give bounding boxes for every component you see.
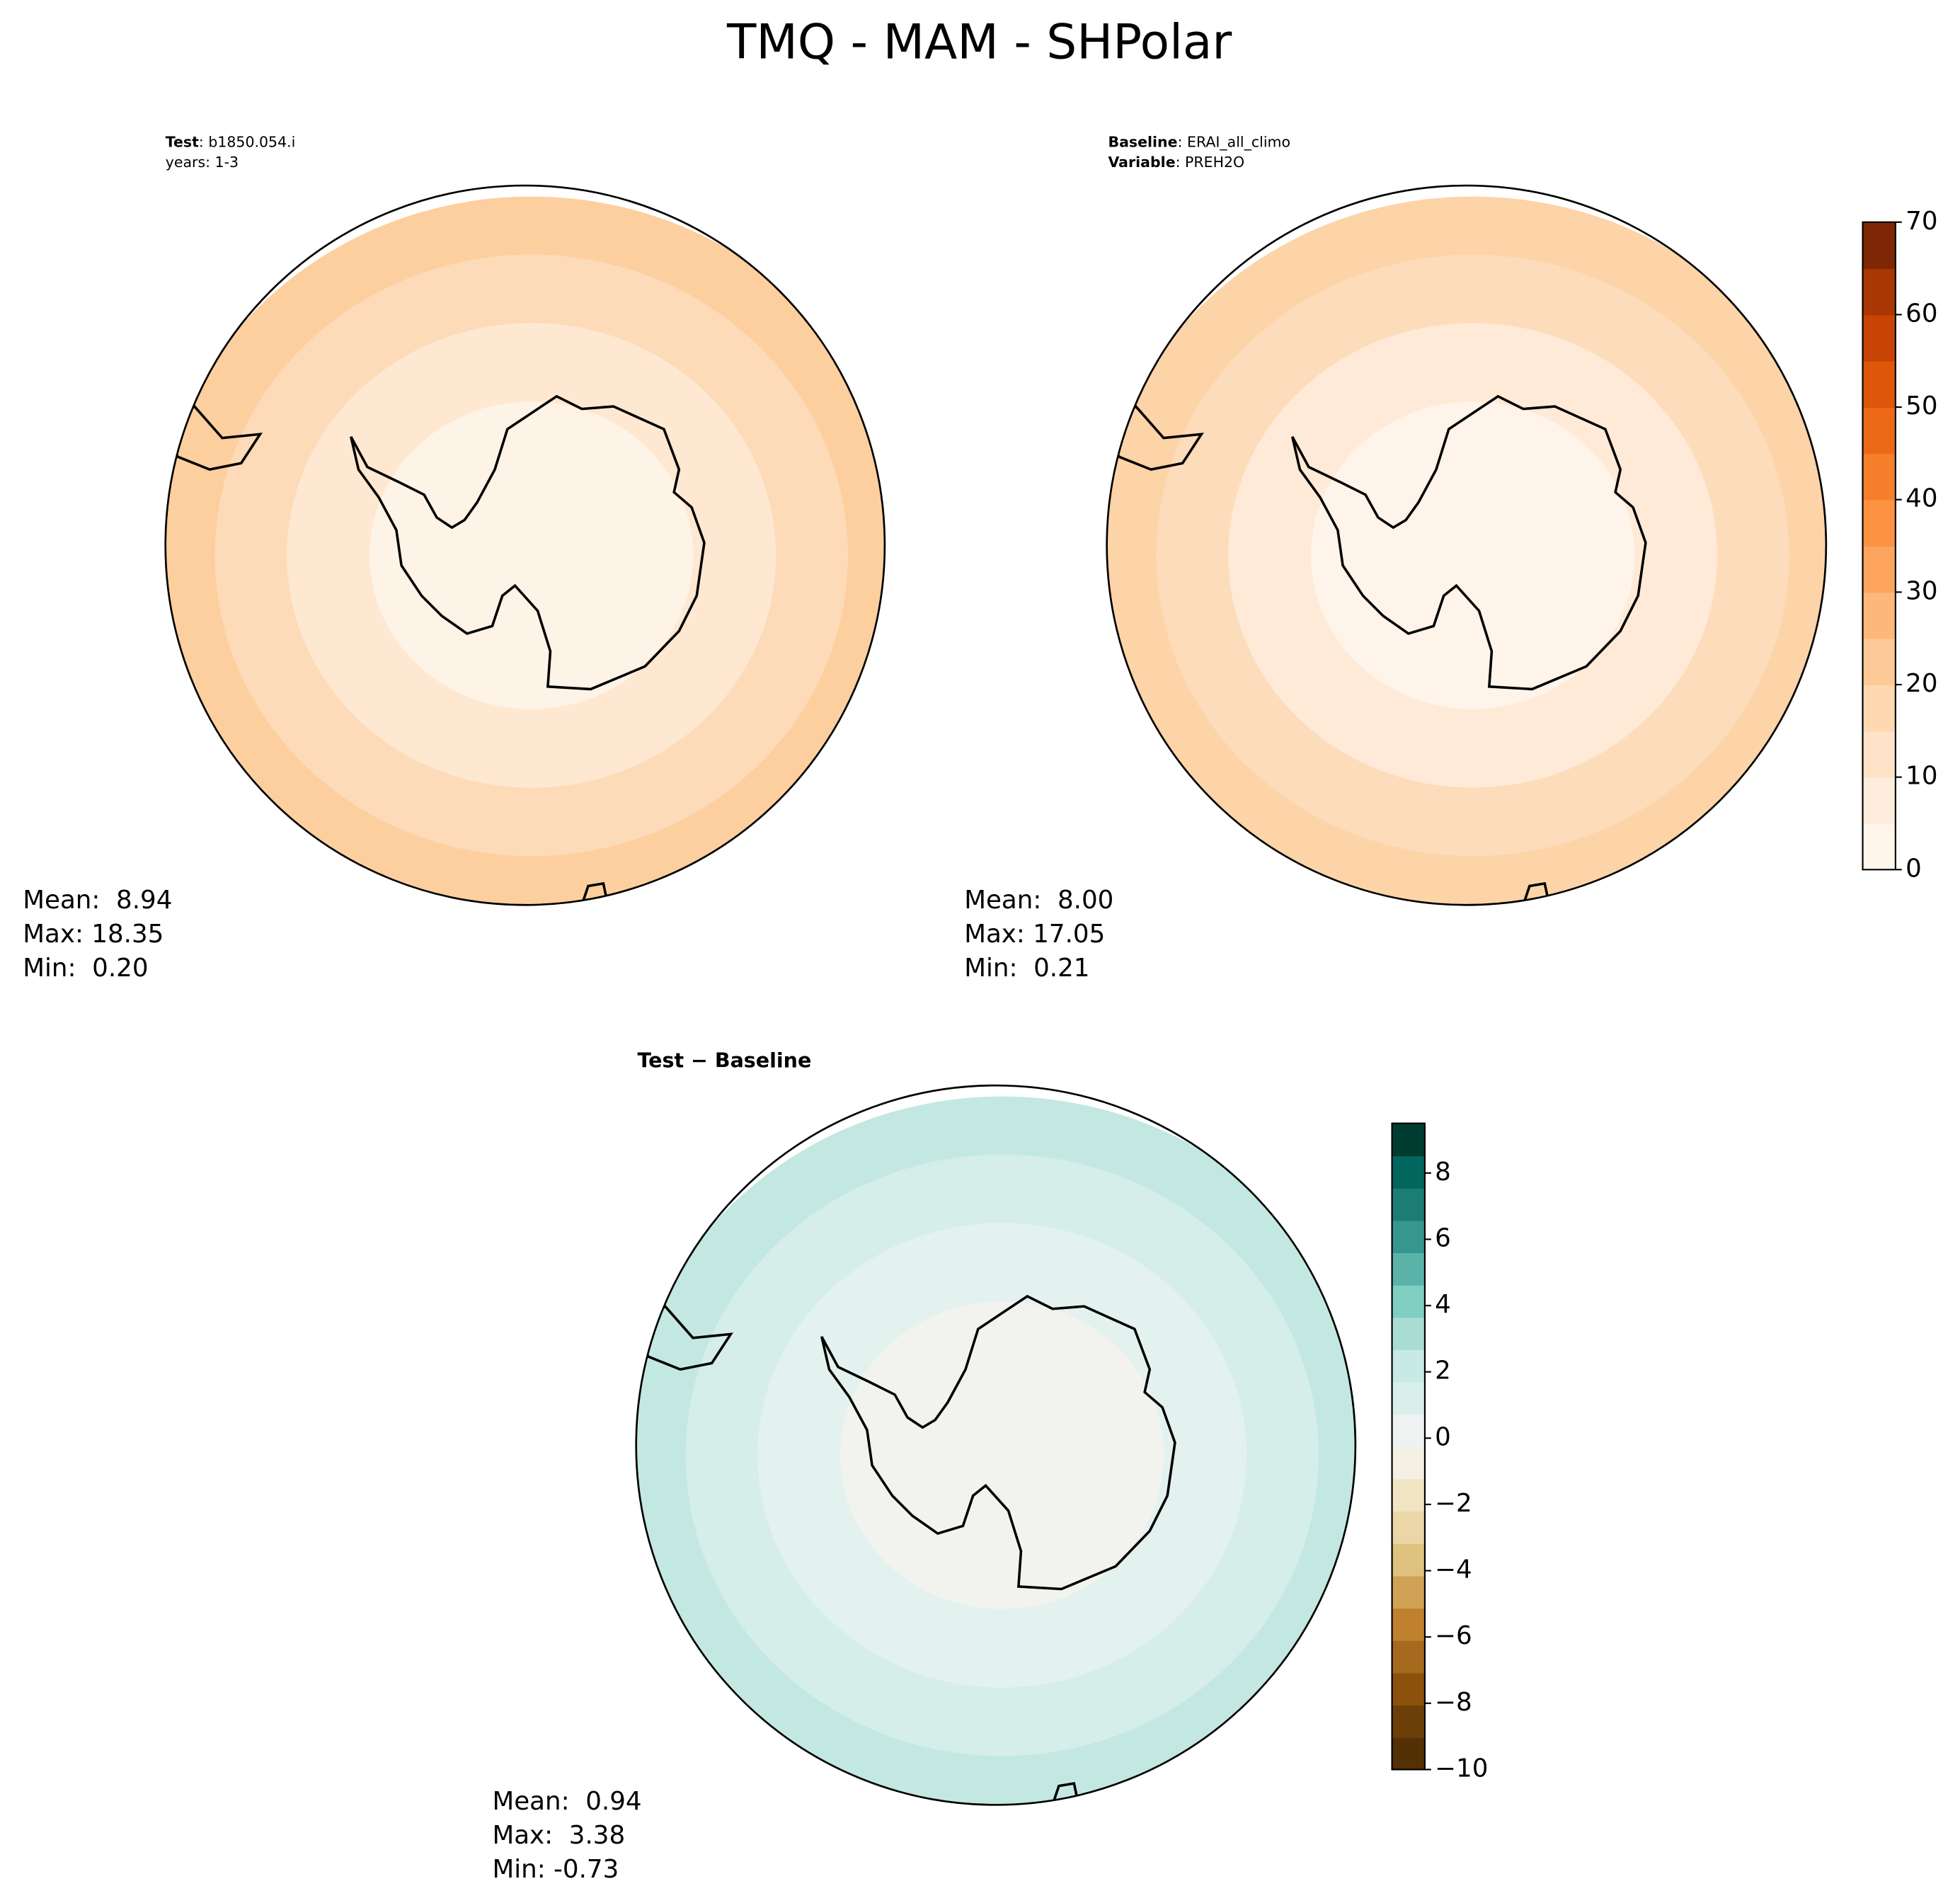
stats-line: Max: 3.38: [492, 1821, 625, 1850]
colorbar-level: [1392, 1640, 1425, 1674]
colorbar-level: [1392, 1478, 1425, 1512]
colorbar-level: [1392, 1511, 1425, 1544]
colorbar-level: [1862, 407, 1896, 455]
figure-title: TMQ - MAM - SHPolar: [726, 14, 1232, 70]
colorbar-tick-label: 10: [1905, 762, 1937, 791]
coastline: [1051, 1781, 1079, 1805]
colorbar-tick-label: 2: [1435, 1356, 1451, 1386]
colorbar-level: [1862, 268, 1896, 316]
coastline: [1522, 881, 1550, 905]
colorbar-tick-label: −10: [1435, 1754, 1488, 1783]
coastline: [636, 1304, 733, 1371]
colorbar-level: [1392, 1737, 1425, 1771]
stats-line: Max: 18.35: [23, 920, 164, 949]
colorbar-frame: [1862, 221, 1896, 871]
colorbar-level: [1862, 638, 1896, 685]
subtitle-text: : ERAI_all_climo: [1178, 133, 1291, 151]
colorbar-level: [1862, 731, 1896, 778]
colorbar-level: [1862, 222, 1896, 269]
colorbar-level: [1392, 1284, 1425, 1318]
subtitle: years: 1-3: [166, 154, 239, 171]
colorbar-tick-label: 6: [1435, 1223, 1451, 1252]
stats-line: Min: -0.73: [492, 1855, 619, 1884]
coastline: [1106, 404, 1204, 472]
coastline: [580, 881, 609, 905]
colorbar-tick-label: −6: [1435, 1621, 1472, 1650]
subtitle-text: years: 1-3: [166, 154, 239, 171]
colorbar-tick-label: 70: [1905, 207, 1937, 236]
colorbar-tick-label: 20: [1905, 669, 1937, 698]
colorbar-tick-label: 0: [1905, 854, 1922, 883]
colorbar-tick-label: 30: [1905, 576, 1937, 605]
colorbar-tick-label: 50: [1905, 392, 1937, 421]
subtitle-bold: Variable: [1108, 154, 1175, 171]
map-border: [1106, 184, 1828, 906]
map: [165, 196, 885, 905]
subtitle: Baseline: ERAI_all_climo: [1108, 133, 1290, 151]
colorbar-level: [1392, 1608, 1425, 1641]
colorbar-level: [1392, 1446, 1425, 1480]
stats-line: Mean: 8.94: [23, 886, 172, 915]
colorbar-tick-label: −8: [1435, 1688, 1472, 1717]
colorbar-level: [1392, 1672, 1425, 1706]
subtitle-bold: Test − Baseline: [637, 1049, 811, 1072]
coastline: [350, 394, 706, 691]
stats-line: Max: 17.05: [964, 920, 1105, 949]
stats-line: Min: 0.21: [964, 954, 1089, 983]
contour-fill: [1311, 401, 1635, 709]
stats-line: Min: 0.20: [23, 954, 148, 983]
colorbar-level: [1862, 499, 1896, 547]
contour-fill: [369, 401, 694, 709]
subtitle-bold: Baseline: [1108, 133, 1177, 150]
stats-line: Mean: 0.94: [492, 1787, 641, 1816]
coastline: [1290, 394, 1647, 691]
colorbar-tick-label: −2: [1435, 1489, 1472, 1518]
colorbar-level: [1392, 1220, 1425, 1254]
colorbar-tick-label: 40: [1905, 484, 1937, 513]
subtitle: Test − Baseline: [637, 1049, 811, 1072]
colorbar-level: [1862, 592, 1896, 639]
colorbar-level: [1392, 1543, 1425, 1577]
map: [1106, 196, 1826, 905]
colorbar-level: [1862, 823, 1896, 871]
map-border: [164, 184, 886, 906]
colorbar-level: [1862, 453, 1896, 501]
colorbar-frame: [1391, 1122, 1426, 1771]
colorbar-tick-label: −4: [1435, 1555, 1472, 1584]
colorbar-tick-label: 60: [1905, 299, 1937, 328]
colorbar-level: [1392, 1414, 1425, 1447]
colorbar-level: [1862, 314, 1896, 362]
colorbar-level: [1862, 546, 1896, 593]
colorbar-level: [1862, 685, 1896, 732]
colorbar-level: [1392, 1123, 1425, 1157]
coastline: [820, 1294, 1176, 1591]
subtitle-bold: Test: [166, 133, 199, 150]
contour-fill: [840, 1301, 1164, 1609]
colorbar-level: [1862, 777, 1896, 824]
colorbar-level: [1392, 1349, 1425, 1383]
map: [636, 1096, 1356, 1805]
map-border: [635, 1084, 1357, 1806]
colorbar-tick-label: 0: [1435, 1422, 1451, 1451]
colorbar-level: [1392, 1705, 1425, 1738]
colorbar-level: [1392, 1252, 1425, 1286]
colorbar-tick-label: 8: [1435, 1158, 1451, 1187]
colorbar-tick-label: 4: [1435, 1290, 1451, 1319]
subtitle: Variable: PREH2O: [1108, 154, 1244, 171]
colorbar-level: [1392, 1187, 1425, 1221]
colorbar-level: [1862, 360, 1896, 408]
subtitle-text: : b1850.054.i: [199, 133, 295, 150]
colorbar-level: [1392, 1381, 1425, 1415]
subtitle: Test: b1850.054.i: [166, 133, 296, 150]
colorbar-level: [1392, 1155, 1425, 1189]
subtitle-text: : PREH2O: [1176, 154, 1245, 171]
colorbar-level: [1392, 1317, 1425, 1351]
stats-line: Mean: 8.00: [964, 886, 1113, 915]
coastline: [165, 404, 263, 472]
colorbar-level: [1392, 1575, 1425, 1609]
